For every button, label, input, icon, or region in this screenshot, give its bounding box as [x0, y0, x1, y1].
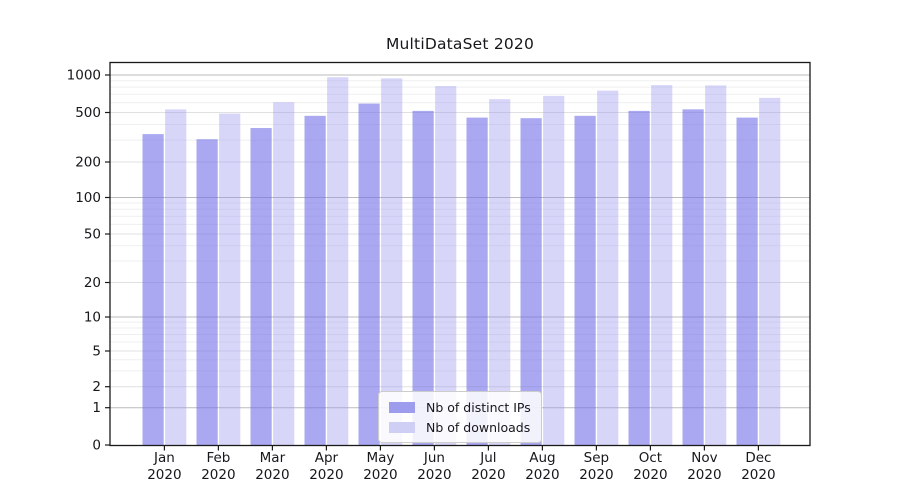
bar-downloads-5: [435, 86, 457, 446]
x-axis-tick-label-month: Oct: [639, 450, 662, 466]
y-axis-tick-label: 100: [75, 190, 101, 206]
bar-downloads-8: [597, 90, 619, 446]
legend-swatch-icon: [389, 401, 415, 413]
y-axis-tick-label: 200: [75, 155, 101, 171]
legend-label-distinct-ips: Nb of distinct IPs: [426, 399, 531, 415]
x-axis-tick-label-month: Aug: [529, 450, 555, 466]
x-axis-tick-label-year: 2020: [309, 467, 343, 483]
legend: Nb of distinct IPs Nb of downloads: [378, 391, 542, 443]
bar-downloads-0: [165, 109, 187, 446]
y-axis-tick-label: 5: [92, 344, 101, 360]
x-axis-tick-label-year: 2020: [255, 467, 289, 483]
x-axis-tick-label-year: 2020: [741, 467, 775, 483]
x-axis-tick-label-month: Jan: [153, 450, 175, 466]
legend-label-downloads: Nb of downloads: [426, 419, 531, 435]
x-axis-tick-label-month: Nov: [691, 450, 717, 466]
bar-downloads-6: [489, 99, 511, 446]
x-axis-tick-label-year: 2020: [525, 467, 559, 483]
bar-downloads-3: [327, 77, 349, 446]
x-axis-tick-label-year: 2020: [471, 467, 505, 483]
legend-swatch-icon: [389, 421, 415, 433]
x-axis-tick-label-year: 2020: [363, 467, 397, 483]
bar-ips-8: [574, 115, 596, 446]
x-axis-tick-label-month: Jul: [479, 450, 496, 466]
chart-title: MultiDataSet 2020: [385, 35, 535, 53]
y-axis-tick-label: 20: [84, 275, 101, 291]
x-axis-tick-label-month: Jun: [423, 450, 445, 466]
bar-ips-10: [682, 109, 704, 446]
plot-border: [109, 61, 811, 447]
x-axis-tick-label-year: 2020: [201, 467, 235, 483]
bar-ips-1: [196, 139, 218, 446]
bar-ips-4: [358, 103, 380, 446]
y-axis-tick-label: 1: [92, 400, 101, 416]
legend-item-downloads[interactable]: Nb of downloads: [389, 419, 531, 435]
x-axis-tick-label-month: Mar: [260, 450, 286, 466]
bar-downloads-10: [705, 85, 727, 446]
x-axis-tick-label-month: Dec: [745, 450, 771, 466]
y-axis-tick-label: 0: [92, 438, 101, 454]
x-axis-tick-label-month: Apr: [315, 450, 339, 466]
bar-downloads-4: [381, 78, 403, 446]
bar-ips-0: [142, 134, 164, 446]
x-axis-tick-label-year: 2020: [417, 467, 451, 483]
bar-ips-5: [412, 110, 434, 446]
x-axis-tick-label-year: 2020: [633, 467, 667, 483]
bar-ips-3: [304, 115, 326, 446]
y-axis-tick-label: 10: [84, 310, 101, 326]
x-axis-tick-label-month: Feb: [206, 450, 230, 466]
bar-downloads-2: [273, 102, 295, 446]
legend-item-distinct-ips[interactable]: Nb of distinct IPs: [389, 399, 531, 415]
bar-downloads-11: [759, 97, 781, 446]
y-axis-tick-label: 500: [75, 105, 101, 121]
x-axis-tick-label-year: 2020: [147, 467, 181, 483]
bar-downloads-9: [651, 85, 673, 446]
bar-ips-6: [466, 117, 488, 446]
x-axis-tick-label-year: 2020: [579, 467, 613, 483]
bar-ips-11: [736, 117, 758, 446]
x-axis-tick-label-year: 2020: [687, 467, 721, 483]
bar-ips-2: [250, 128, 272, 446]
bar-ips-9: [628, 110, 650, 446]
y-axis-tick-label: 1000: [67, 68, 101, 84]
bar-downloads-7: [543, 95, 565, 446]
y-axis-tick-label: 50: [84, 227, 101, 243]
y-axis-tick-label: 2: [92, 379, 101, 395]
bar-downloads-1: [219, 113, 241, 446]
x-axis-tick-label-month: Sep: [584, 450, 609, 466]
x-axis-tick-label-month: May: [366, 450, 394, 466]
bar-ips-7: [520, 118, 542, 446]
